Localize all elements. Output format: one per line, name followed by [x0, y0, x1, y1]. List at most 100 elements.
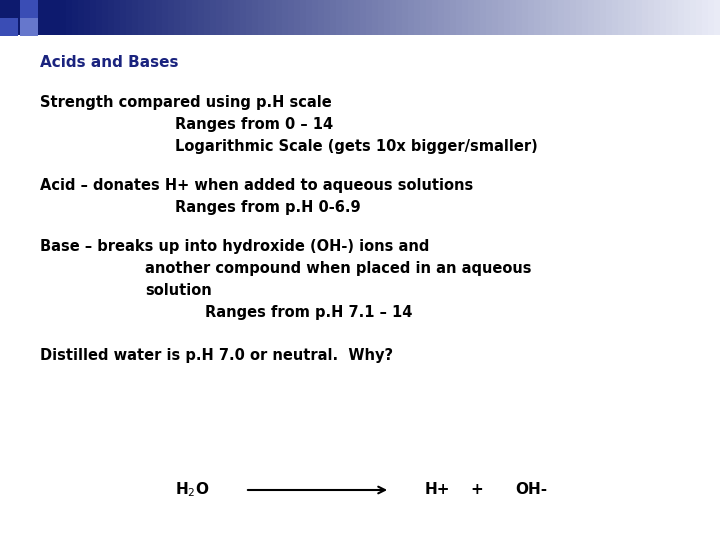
- Bar: [492, 0, 499, 35]
- Bar: [180, 0, 187, 35]
- Bar: [432, 0, 439, 35]
- Bar: [54, 0, 61, 35]
- Bar: [462, 0, 469, 35]
- Bar: [402, 0, 409, 35]
- Text: H$_2$O: H$_2$O: [175, 481, 210, 500]
- Bar: [552, 0, 559, 35]
- Bar: [540, 0, 547, 35]
- Text: Ranges from 0 – 14: Ranges from 0 – 14: [175, 117, 333, 132]
- Bar: [20, 18, 38, 36]
- Bar: [192, 0, 199, 35]
- Bar: [360, 0, 367, 35]
- Bar: [684, 0, 691, 35]
- Text: Acids and Bases: Acids and Bases: [40, 55, 179, 70]
- Bar: [0, 0, 18, 18]
- Bar: [468, 0, 475, 35]
- Bar: [246, 0, 253, 35]
- Bar: [150, 0, 157, 35]
- Bar: [690, 0, 697, 35]
- Bar: [102, 0, 109, 35]
- Bar: [240, 0, 247, 35]
- Bar: [678, 0, 685, 35]
- Bar: [546, 0, 553, 35]
- Bar: [204, 0, 211, 35]
- Bar: [654, 0, 661, 35]
- Bar: [426, 0, 433, 35]
- Bar: [168, 0, 175, 35]
- Bar: [20, 0, 38, 18]
- Bar: [306, 0, 313, 35]
- Bar: [210, 0, 217, 35]
- Bar: [564, 0, 571, 35]
- Bar: [120, 0, 127, 35]
- Bar: [390, 0, 397, 35]
- Bar: [84, 0, 91, 35]
- Bar: [30, 0, 37, 35]
- Bar: [420, 0, 427, 35]
- Bar: [138, 0, 145, 35]
- Bar: [24, 0, 31, 35]
- Bar: [288, 0, 295, 35]
- Bar: [408, 0, 415, 35]
- Bar: [60, 0, 67, 35]
- Bar: [222, 0, 229, 35]
- Bar: [42, 0, 49, 35]
- Bar: [174, 0, 181, 35]
- Bar: [696, 0, 703, 35]
- Text: Base – breaks up into hydroxide (OH-) ions and: Base – breaks up into hydroxide (OH-) io…: [40, 239, 429, 254]
- Bar: [342, 0, 349, 35]
- Bar: [588, 0, 595, 35]
- Bar: [324, 0, 331, 35]
- Bar: [0, 18, 18, 36]
- Bar: [618, 0, 625, 35]
- Bar: [252, 0, 259, 35]
- Bar: [708, 0, 715, 35]
- Bar: [606, 0, 613, 35]
- Bar: [672, 0, 679, 35]
- Bar: [660, 0, 667, 35]
- Bar: [558, 0, 565, 35]
- Bar: [582, 0, 589, 35]
- Bar: [702, 0, 709, 35]
- Bar: [270, 0, 277, 35]
- Bar: [450, 0, 457, 35]
- Bar: [444, 0, 451, 35]
- Bar: [612, 0, 619, 35]
- Bar: [264, 0, 271, 35]
- Text: OH-: OH-: [515, 483, 547, 497]
- Bar: [48, 0, 55, 35]
- Bar: [132, 0, 139, 35]
- Text: H+: H+: [425, 483, 451, 497]
- Bar: [12, 0, 19, 35]
- Bar: [258, 0, 265, 35]
- Bar: [576, 0, 583, 35]
- Text: Ranges from p.H 0-6.9: Ranges from p.H 0-6.9: [175, 200, 361, 215]
- Bar: [366, 0, 373, 35]
- Bar: [600, 0, 607, 35]
- Bar: [648, 0, 655, 35]
- Bar: [480, 0, 487, 35]
- Text: Logarithmic Scale (gets 10x bigger/smaller): Logarithmic Scale (gets 10x bigger/small…: [175, 139, 538, 154]
- Text: +: +: [470, 483, 482, 497]
- Bar: [114, 0, 121, 35]
- Text: Distilled water is p.H 7.0 or neutral.  Why?: Distilled water is p.H 7.0 or neutral. W…: [40, 348, 393, 363]
- Bar: [234, 0, 241, 35]
- Bar: [96, 0, 103, 35]
- Text: another compound when placed in an aqueous: another compound when placed in an aqueo…: [145, 261, 531, 276]
- Bar: [456, 0, 463, 35]
- Text: solution: solution: [145, 283, 212, 298]
- Bar: [354, 0, 361, 35]
- Bar: [330, 0, 337, 35]
- Bar: [474, 0, 481, 35]
- Bar: [414, 0, 421, 35]
- Text: Strength compared using p.H scale: Strength compared using p.H scale: [40, 95, 332, 110]
- Bar: [312, 0, 319, 35]
- Bar: [18, 0, 25, 35]
- Bar: [6, 0, 13, 35]
- Bar: [348, 0, 355, 35]
- Bar: [570, 0, 577, 35]
- Bar: [294, 0, 301, 35]
- Bar: [276, 0, 283, 35]
- Bar: [318, 0, 325, 35]
- Bar: [144, 0, 151, 35]
